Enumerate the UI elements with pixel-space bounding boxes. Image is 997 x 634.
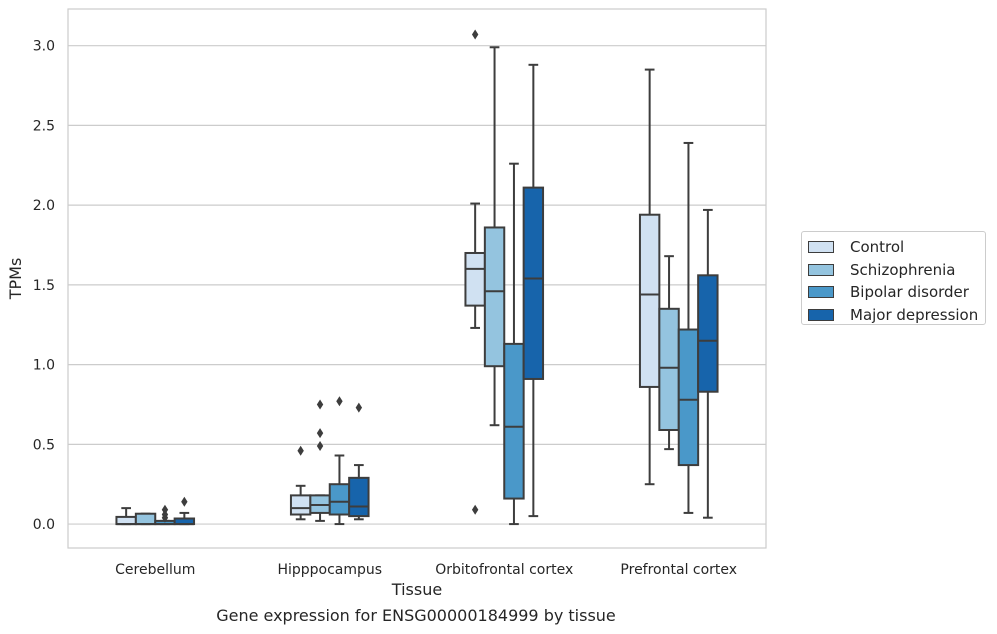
- legend-item-control: Control: [808, 236, 985, 259]
- legend-label-control: Control: [850, 238, 905, 257]
- box: [522, 186, 545, 380]
- legend-swatch-schizophrenia: [808, 263, 834, 276]
- box: [503, 342, 525, 500]
- box-major-depression: [522, 63, 545, 518]
- figure-caption: Gene expression for ENSG00000184999 by t…: [216, 606, 616, 625]
- y-tick-label: 3.0: [33, 39, 55, 55]
- box-bipolar-disorder: [154, 504, 176, 526]
- legend-swatch-major-depression: [808, 308, 834, 321]
- legend-label-schizophrenia: Schizophrenia: [850, 260, 956, 279]
- x-tick-label: Orbitofrontal cortex: [435, 562, 573, 578]
- legend-swatch-control: [808, 241, 834, 254]
- y-axis-label: TPMs: [6, 258, 25, 301]
- box: [348, 476, 370, 518]
- box-schizophrenia: [134, 512, 157, 526]
- y-tick-label: 2.0: [33, 198, 55, 214]
- box: [638, 213, 661, 388]
- outlier-point: [471, 29, 479, 40]
- box-plots: [115, 29, 719, 526]
- box-control: [115, 507, 137, 526]
- box-control: [289, 445, 312, 521]
- outlier-point: [181, 496, 188, 507]
- x-tick-label: Prefrontal cortex: [620, 562, 737, 578]
- y-tick-label: 1.0: [33, 358, 55, 374]
- box-control: [464, 29, 486, 515]
- box-bipolar-disorder: [677, 141, 700, 514]
- box: [697, 274, 719, 393]
- legend-item-bipolar-disorder: Bipolar disorder: [808, 281, 985, 304]
- box-major-depression: [348, 402, 370, 521]
- box-schizophrenia: [483, 46, 506, 427]
- legend-label-major-depression: Major depression: [850, 305, 979, 324]
- x-tick-labels: Cerebellum Hipppocampus Orbitofrontal cort…: [115, 562, 737, 578]
- box: [464, 251, 486, 307]
- outlier-point: [471, 504, 479, 515]
- box-control: [638, 68, 661, 486]
- legend: Control Schizophrenia Bipolar disorder M…: [801, 231, 986, 325]
- x-tick-label: Cerebellum: [115, 562, 195, 578]
- outlier-point: [161, 512, 169, 523]
- box-schizophrenia: [309, 399, 331, 522]
- gridlines: [68, 45, 766, 525]
- y-tick-label: 0.5: [33, 437, 55, 453]
- y-tick-label: 2.5: [33, 118, 55, 134]
- box: [289, 494, 312, 516]
- outlier-point: [355, 402, 363, 413]
- box-bipolar-disorder: [503, 162, 525, 526]
- x-axis-label: Tissue: [391, 580, 442, 599]
- legend-item-schizophrenia: Schizophrenia: [808, 259, 985, 282]
- box: [328, 483, 351, 516]
- outlier-point: [316, 440, 324, 451]
- outlier-point: [316, 399, 324, 410]
- plot-frame: [67, 8, 767, 549]
- outlier-point: [336, 396, 343, 407]
- y-tick-label: 1.5: [33, 278, 55, 294]
- box: [483, 226, 506, 368]
- box-major-depression: [173, 496, 196, 526]
- outlier-point: [316, 428, 324, 439]
- x-tick-label: Hipppocampus: [277, 562, 382, 578]
- legend-swatch-bipolar-disorder: [808, 286, 834, 299]
- box: [115, 515, 137, 526]
- box-bipolar-disorder: [328, 396, 351, 526]
- y-tick-label: 0.0: [33, 517, 55, 533]
- box: [658, 307, 680, 431]
- outlier-point: [297, 445, 304, 456]
- box-major-depression: [697, 208, 719, 519]
- box: [677, 328, 700, 467]
- legend-item-major-depression: Major depression: [808, 304, 985, 327]
- legend-label-bipolar-disorder: Bipolar disorder: [850, 283, 969, 302]
- box: [134, 512, 157, 526]
- y-tick-labels: 0.0 0.5 1.0 1.5 2.0 2.5 3.0: [33, 39, 55, 533]
